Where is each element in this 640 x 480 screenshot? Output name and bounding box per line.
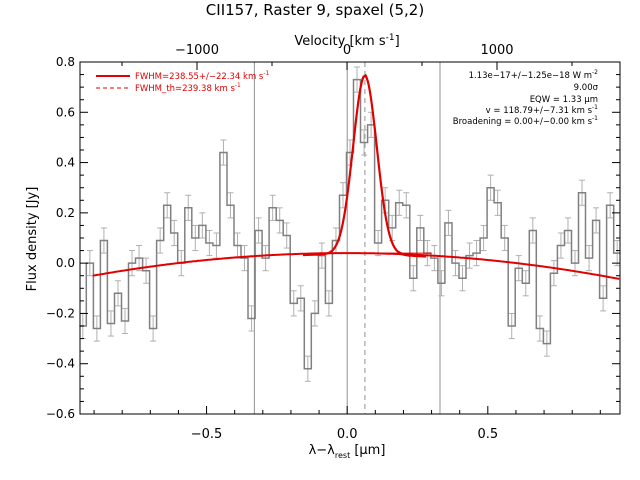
y-tick-label: −0.4 <box>46 357 75 371</box>
x-tick-label: −0.5 <box>191 427 223 442</box>
baseline-fit-line <box>92 252 620 280</box>
y-tick-label: 0.6 <box>56 105 75 119</box>
fit-annotations: 1.13e−17+/−1.25e−18 W m-2 9.00σ EQW = 1.… <box>453 69 599 127</box>
annotation-flux: 1.13e−17+/−1.25e−18 W m-2 <box>469 69 599 81</box>
y-tick-label: 0.8 <box>56 55 75 69</box>
y-tick-label: 0.4 <box>56 156 75 170</box>
top-tick-label: −1000 <box>175 43 219 58</box>
legend-item-fwhm: FWHM=238.55+/−22.34 km s-1 <box>135 70 270 82</box>
x-tick-labels: −0.5 0.0 0.5 <box>191 427 498 442</box>
x-tick-label: 0.5 <box>477 427 498 442</box>
annotation-significance: 9.00σ <box>574 83 599 93</box>
y-tick-label: −0.6 <box>46 407 75 421</box>
gaussian-fit-line <box>303 74 427 258</box>
annotation-velocity: v = 118.79+/−7.31 km s-1 <box>486 104 599 116</box>
chart-title: CII157, Raster 9, spaxel (5,2) <box>206 1 424 19</box>
annotation-eqw: EQW = 1.33 μm <box>530 95 598 105</box>
top-tick-label: 0 <box>343 43 351 58</box>
top-axis-label: Velocity [km s-1] <box>294 33 399 49</box>
top-tick-labels: −1000 0 1000 <box>175 43 514 58</box>
y-axis-label: Flux density [Jy] <box>25 187 40 292</box>
top-tick-label: 1000 <box>480 43 513 58</box>
y-tick-label: −0.2 <box>46 306 75 320</box>
y-tick-labels: −0.6 −0.4 −0.2 0.0 0.2 0.4 0.6 0.8 <box>46 55 75 421</box>
y-tick-label: 0.0 <box>56 256 75 270</box>
legend-item-fwhm-th: FWHM_th=239.38 km s-1 <box>135 82 241 94</box>
y-tick-label: 0.2 <box>56 206 75 220</box>
axis-ticks <box>80 61 620 415</box>
x-axis-label: λ−λrest [μm] <box>309 443 386 460</box>
reference-lines <box>253 62 441 414</box>
x-tick-label: 0.0 <box>337 427 358 442</box>
legend: FWHM=238.55+/−22.34 km s-1 FWHM_th=239.3… <box>96 70 270 94</box>
annotation-broadening: Broadening = 0.00+/−0.00 km s-1 <box>453 115 598 127</box>
data-series-steps <box>79 78 621 370</box>
